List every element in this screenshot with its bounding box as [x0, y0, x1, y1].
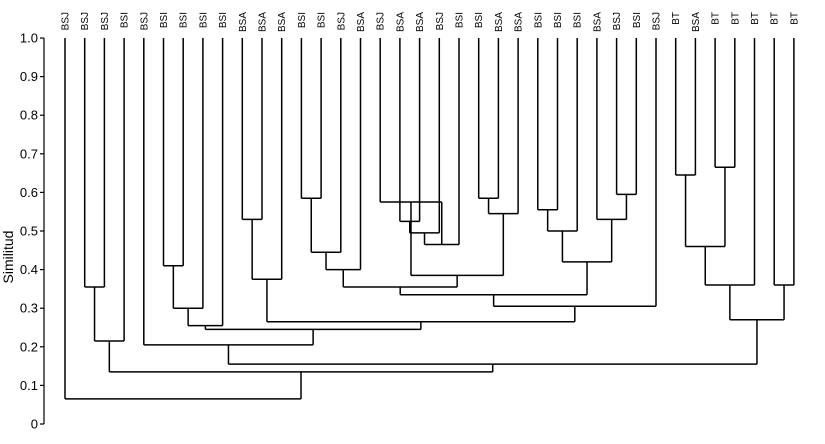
y-tick-label: 0.4 — [20, 262, 38, 277]
leaf-label: BSJ — [61, 12, 72, 30]
leaf-label: BSI — [317, 12, 328, 28]
leaf-label: BSI — [198, 12, 209, 28]
leaf-label: BSJ — [435, 12, 446, 30]
y-tick-label: 1.0 — [20, 31, 38, 46]
leaf-label: BSJ — [139, 12, 150, 30]
leaf-label: BSJ — [100, 12, 111, 30]
leaf-label: BSI — [553, 12, 564, 28]
y-tick-label: 0.3 — [20, 301, 38, 316]
leaf-label: BSJ — [652, 12, 663, 30]
leaf-label: BSJ — [376, 12, 387, 30]
leaf-label: BSA — [691, 12, 702, 32]
y-tick-label: 0.6 — [20, 185, 38, 200]
leaf-label: BSI — [455, 12, 466, 28]
leaf-label: BSJ — [612, 12, 623, 30]
leaf-label: BSA — [238, 12, 249, 32]
leaf-label: BSA — [415, 12, 426, 32]
leaf-label: BT — [770, 12, 781, 25]
y-tick-label: 0.8 — [20, 108, 38, 123]
leaf-label: BSA — [277, 12, 288, 32]
y-axis-title: Similitud — [0, 231, 16, 284]
leaf-label: BSI — [474, 12, 485, 28]
y-tick-label: 0.9 — [20, 69, 38, 84]
leaf-label: BSI — [297, 12, 308, 28]
y-tick-label: 0.5 — [20, 224, 38, 239]
leaf-label: BSA — [258, 12, 269, 32]
dendrogram-branches — [64, 38, 795, 400]
leaf-label: BT — [789, 12, 800, 25]
leaf-label: BSI — [120, 12, 131, 28]
leaf-label: BT — [671, 12, 682, 25]
y-tick-label: 0.2 — [20, 339, 38, 354]
leaf-label: BSI — [573, 12, 584, 28]
leaf-label: BSI — [218, 12, 229, 28]
y-tick-label: 0.1 — [20, 378, 38, 393]
leaf-label: BT — [711, 12, 722, 25]
leaf-label: BSI — [159, 12, 170, 28]
leaf-label: BSJ — [80, 12, 91, 30]
y-tick-label: 0.7 — [20, 146, 38, 161]
y-axis: 0 0.1 0.2 0.3 0.4 0.5 0.6 0.7 0.8 0.9 1.0 — [20, 31, 45, 432]
y-tick-label: 0 — [31, 417, 38, 432]
leaf-label: BSA — [356, 12, 367, 32]
leaf-label: BSI — [179, 12, 190, 28]
leaf-label: BSJ — [336, 12, 347, 30]
leaf-labels: BSJ BSJ BSJ BSI BSJ BSI BSI BSI BSI BSA BSA BSA BSI B… — [61, 12, 801, 32]
leaf-label: BSA — [514, 12, 525, 32]
leaf-label: BSA — [395, 12, 406, 32]
leaf-label: BSI — [632, 12, 643, 28]
leaf-label: BSA — [494, 12, 505, 32]
leaf-label: BSA — [592, 12, 603, 32]
leaf-label: BT — [730, 12, 741, 25]
leaf-label: BSI — [533, 12, 544, 28]
leaf-label: BT — [750, 12, 761, 25]
